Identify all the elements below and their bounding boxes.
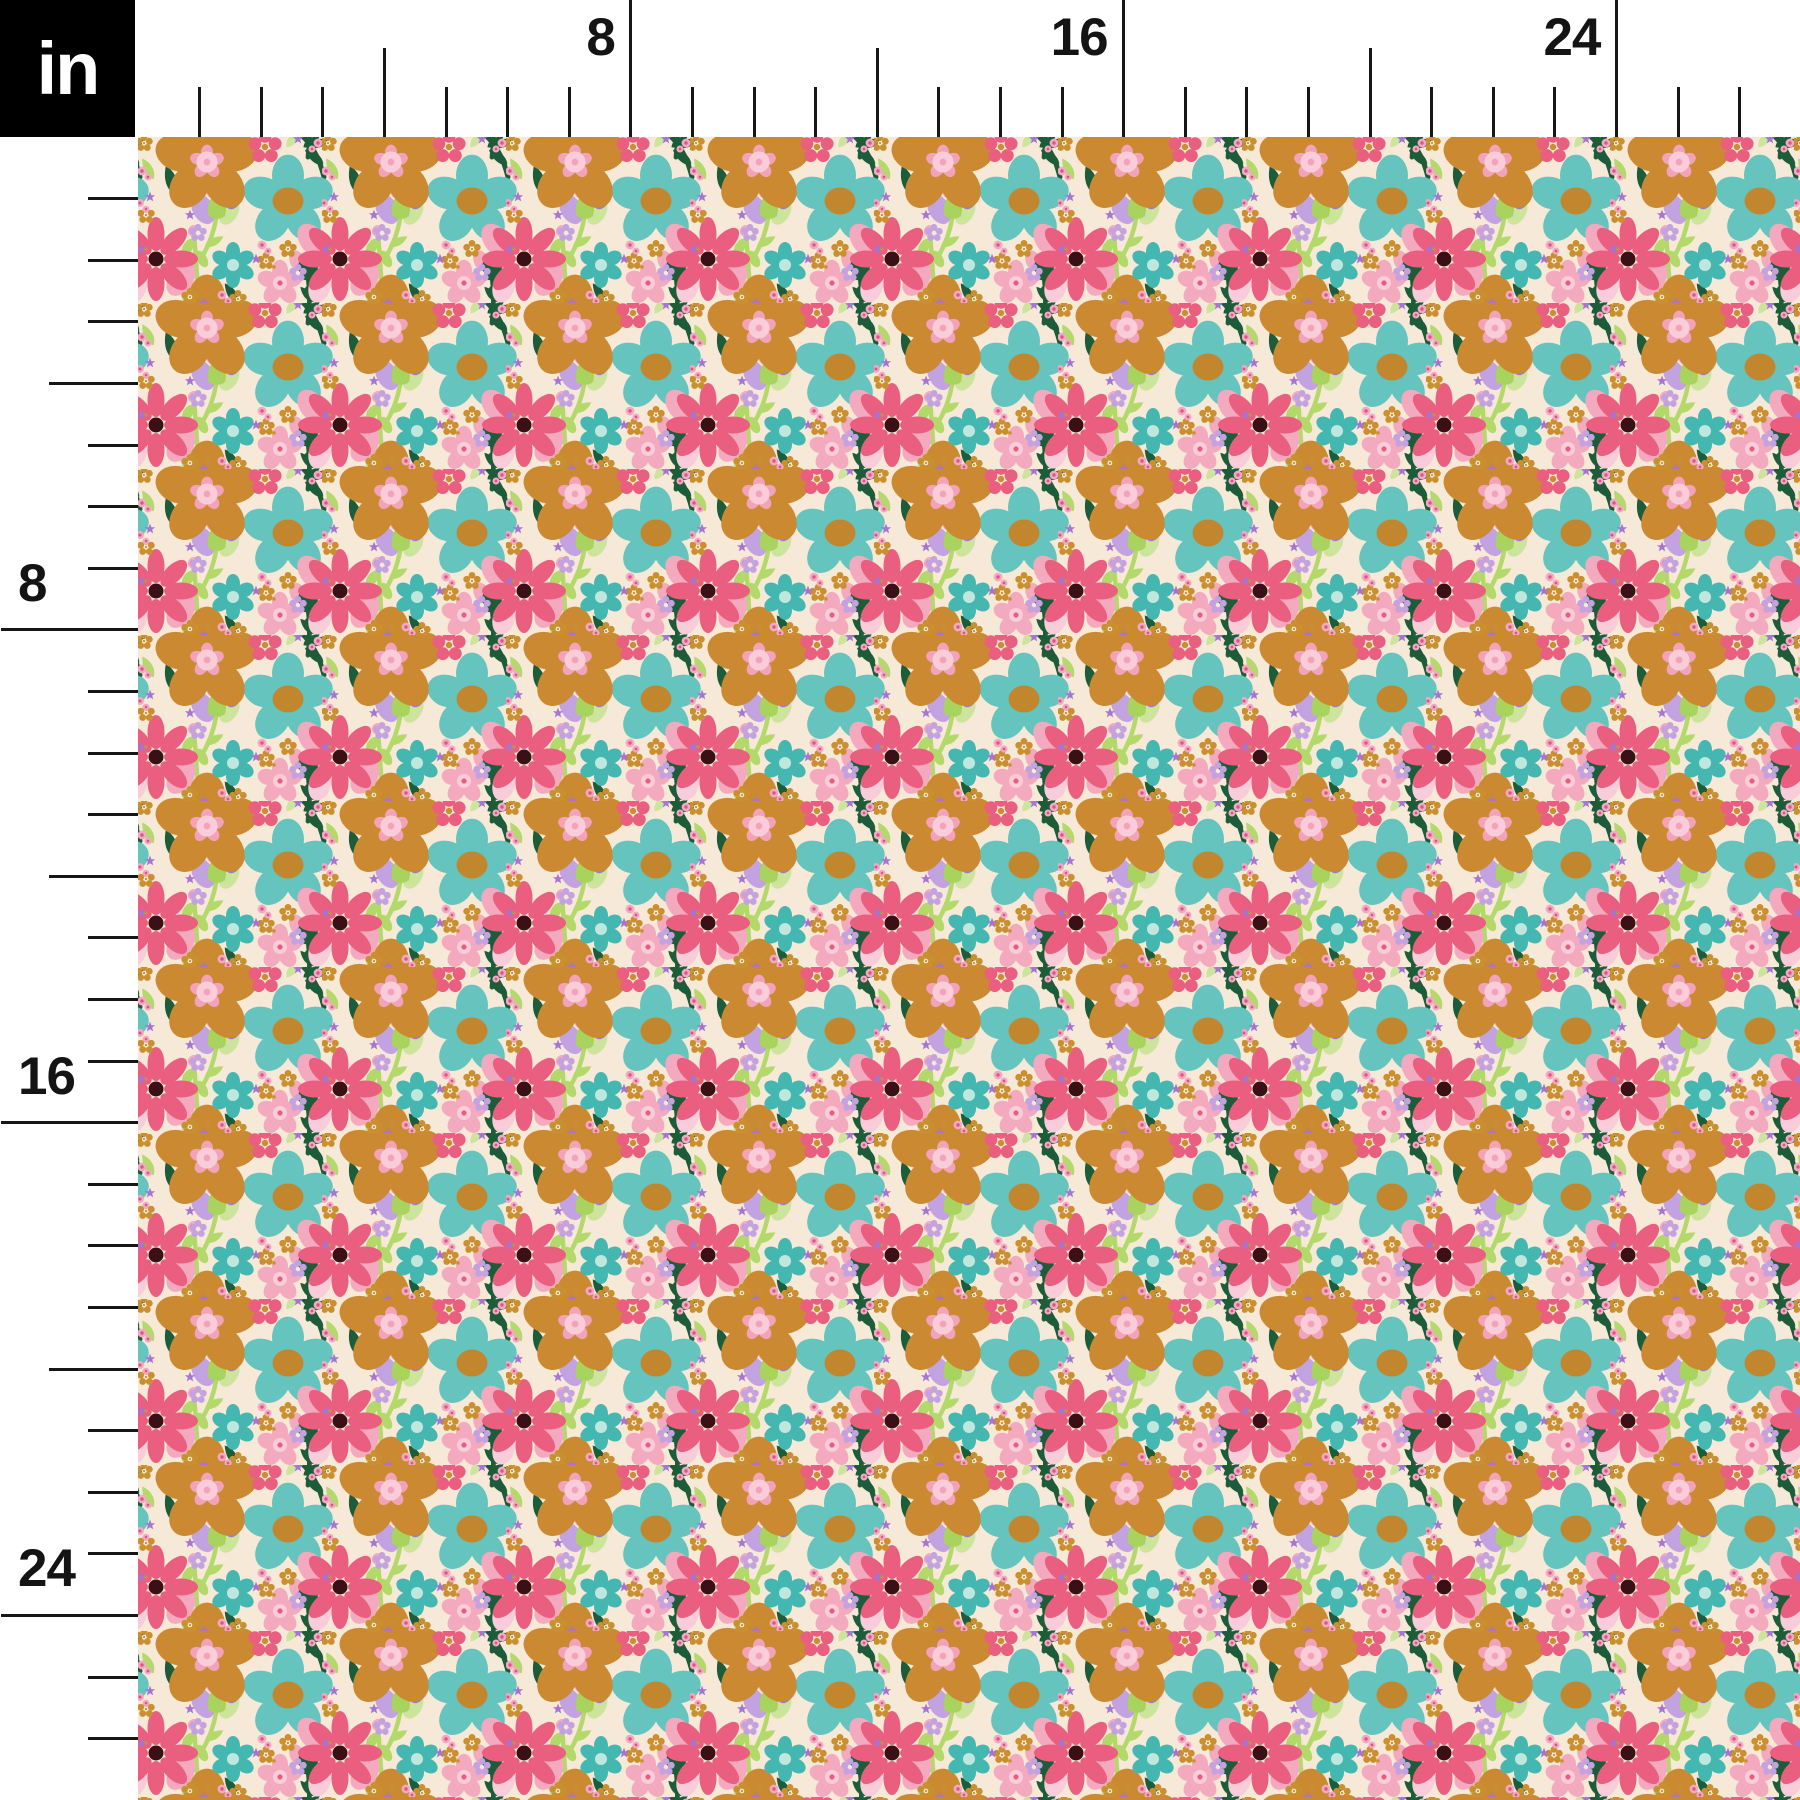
- ruler-top-background: [135, 0, 1800, 137]
- unit-box: in: [0, 0, 135, 137]
- pattern-fill: [138, 137, 1800, 1800]
- ruler-left-background: [0, 137, 135, 1800]
- unit-label: in: [36, 26, 101, 110]
- floral-pattern-swatch: [138, 137, 1800, 1800]
